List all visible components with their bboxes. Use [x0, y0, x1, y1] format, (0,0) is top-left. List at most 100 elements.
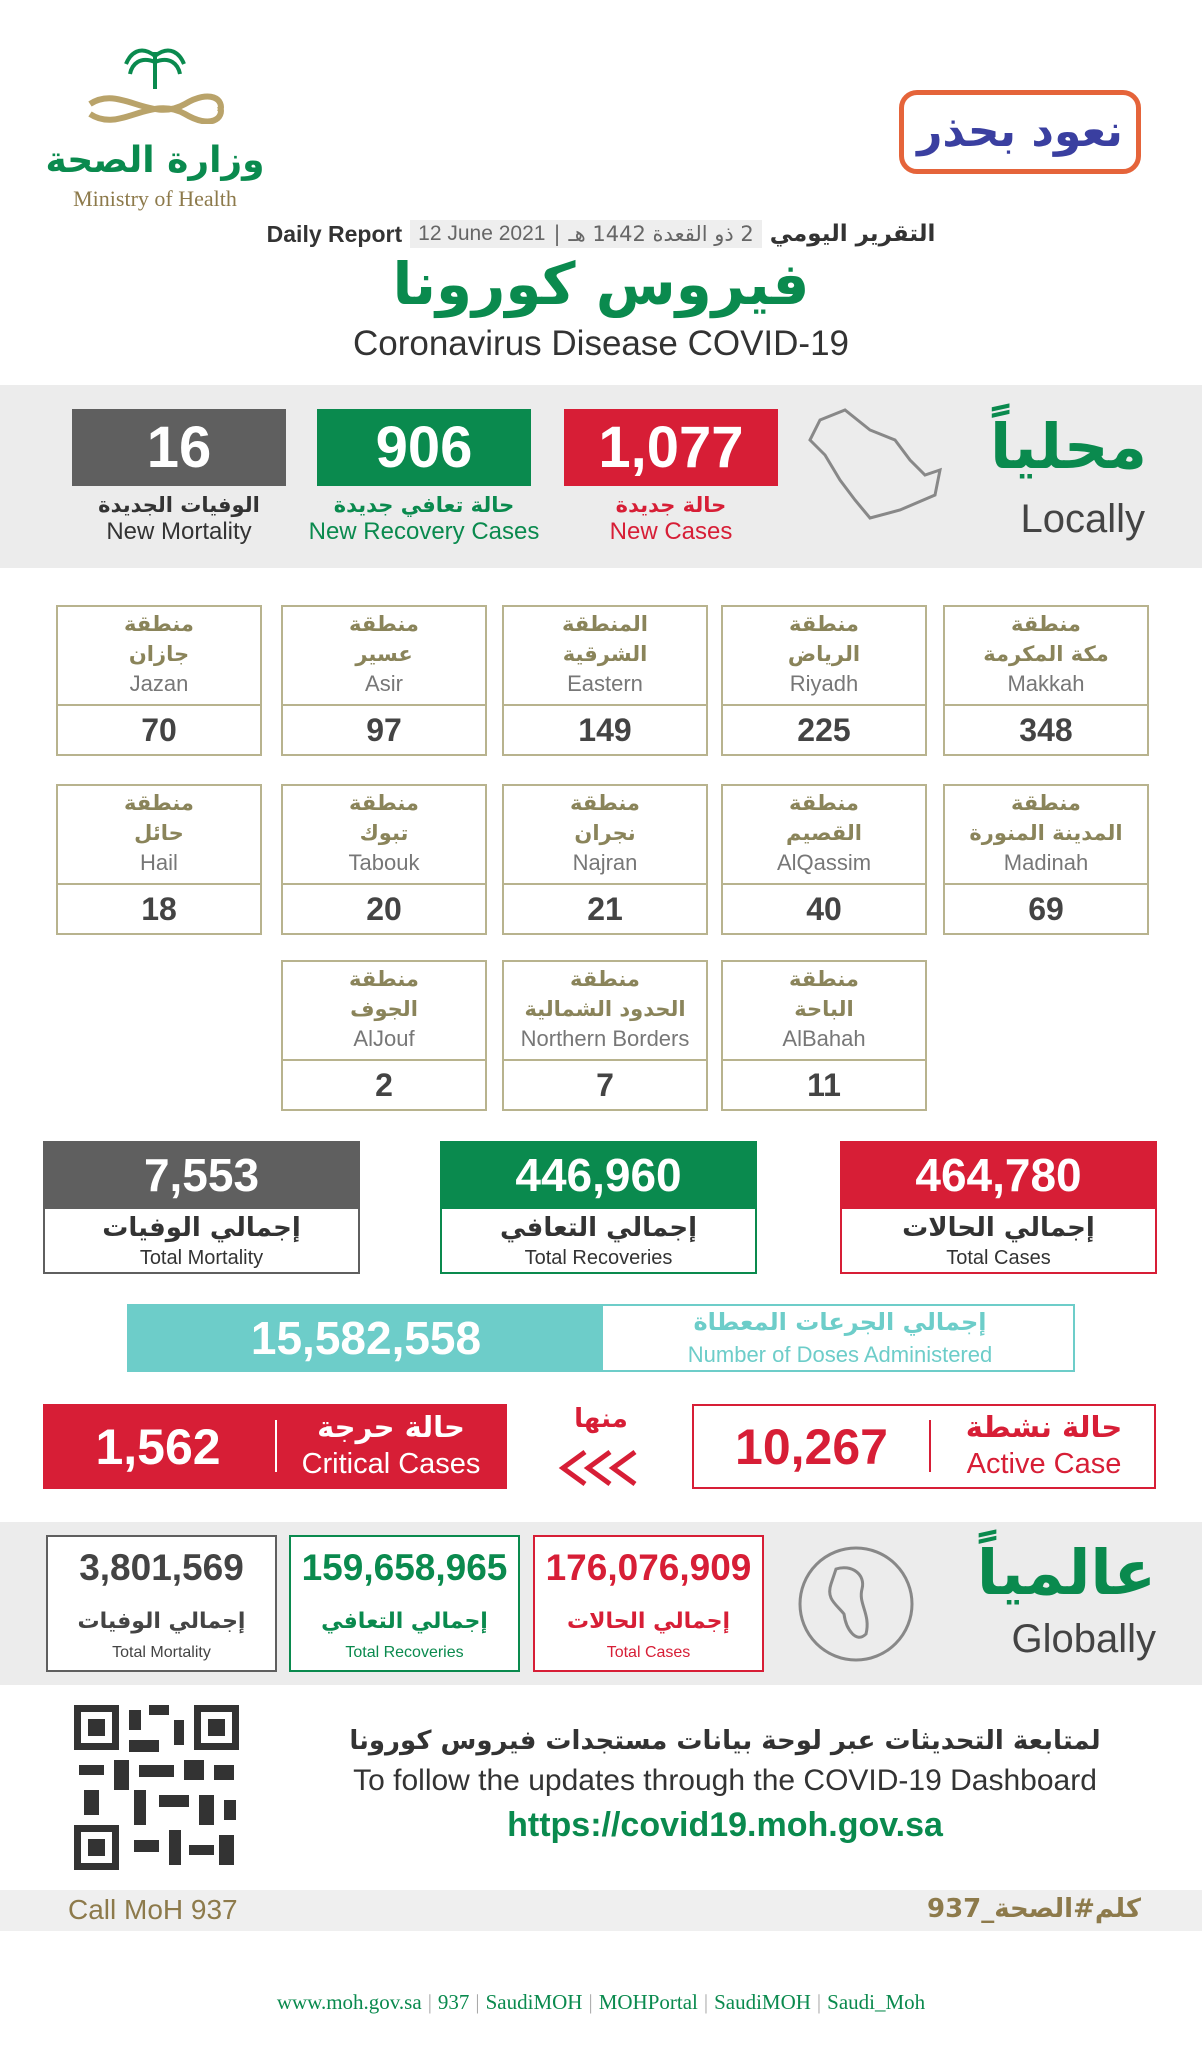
global-card: 159,658,965 إجمالي التعافي Total Recoverie… [289, 1535, 520, 1672]
region-name-ar: الجوف [350, 997, 418, 1021]
region-name-en: AlQassim [776, 850, 872, 875]
region-name-en: Riyadh [789, 671, 859, 696]
stat-label-ar: حالة تعافي جديدة [333, 493, 515, 517]
region-card: منطقة القصيم AlQassim 40 [721, 784, 927, 935]
global-value: 3,801,569 [79, 1547, 244, 1588]
stat-value: 1,077 [564, 409, 778, 486]
arrows [558, 1449, 637, 1487]
region-prefix: منطقة [349, 967, 419, 991]
region-card: منطقة الجوف AlJouf 2 [281, 960, 487, 1111]
region-prefix: منطقة [349, 612, 419, 636]
region-prefix: منطقة [570, 791, 640, 815]
region-value: 225 [723, 704, 925, 754]
separator: | [427, 1990, 432, 2014]
region-name-en: Hail [140, 850, 178, 875]
social-link[interactable]: SaudiMOH [485, 1990, 583, 2014]
social-link[interactable]: MOHPortal [598, 1990, 698, 2014]
social-link[interactable]: Saudi_Moh [827, 1990, 926, 2014]
region-name-en: AlBahah [782, 1026, 866, 1051]
follow-ar: لمتابعة التحديثات عبر لوحة بيانات مستجدا… [349, 1726, 1101, 1756]
active-box: 10,267 حالة نشطة Active Case [692, 1404, 1156, 1489]
social-link[interactable]: www.moh.gov.sa [276, 1990, 422, 2014]
social-links: www.moh.gov.sa | 937 | SaudiMOH | MOHPortal | Sa… [0, 1990, 1202, 2015]
date-hijri: 2 ذو القعدة 1442 هـ [568, 222, 754, 246]
stat-label-en: New Recovery Cases [308, 518, 540, 545]
title-en: Coronavirus Disease COVID-19 [352, 324, 849, 363]
region-prefix: منطقة [1011, 791, 1081, 815]
region-name-ar: عسير [355, 642, 413, 666]
region-card: المنطقة الشرقية Eastern 149 [502, 605, 708, 756]
total-card: 464,780 إجمالي الحالات Total Cases [840, 1141, 1157, 1274]
region-prefix: منطقة [124, 791, 194, 815]
critical-box: 1,562 حالة حرجة Critical Cases [43, 1404, 507, 1489]
stat-label-ar: حالة جديدة [615, 493, 727, 517]
stat-value: 16 [72, 409, 286, 486]
region-name-en: Northern Borders [520, 1026, 690, 1051]
region-value: 20 [283, 883, 485, 933]
ministry-en: Ministry of Health [73, 186, 237, 211]
critical-value: 1,562 [95, 1418, 221, 1475]
region-value: 40 [723, 883, 925, 933]
region-card: منطقة المدينة المنورة Madinah 69 [943, 784, 1149, 935]
region-card: منطقة جازان Jazan 70 [56, 605, 262, 756]
locally-ar: محلياً [990, 410, 1147, 483]
total-label-en: Total Recoveries [524, 1247, 673, 1269]
date-gregorian: 12 June 2021 [418, 222, 546, 245]
globe [798, 1546, 914, 1662]
region-value: 21 [504, 883, 706, 933]
stat-label-en: New Cases [609, 518, 733, 545]
region-prefix: منطقة [124, 612, 194, 636]
region-value: 70 [58, 704, 260, 754]
region-name-ar: تبوك [359, 821, 409, 845]
region-prefix: منطقة [789, 791, 859, 815]
report-ar: التقرير اليومي [769, 221, 936, 247]
region-card: منطقة مكة المكرمة Makkah 348 [943, 605, 1149, 756]
global-label-en: Total Recoveries [345, 1644, 464, 1661]
separator: | [475, 1990, 480, 2014]
total-label-en: Total Mortality [139, 1247, 264, 1269]
region-name-ar: جازان [128, 642, 190, 666]
region-card: منطقة الحدود الشمالية Northern Borders 7 [502, 960, 708, 1111]
separator: | [588, 1990, 593, 2014]
call-moh: Call MoH 937 [68, 1894, 238, 1925]
region-name-ar: نجران [574, 821, 636, 845]
campaign-logo: نعود بحذر [899, 90, 1141, 174]
stat-label-en: New Mortality [106, 518, 252, 545]
region-card: منطقة الرياض Riyadh 225 [721, 605, 927, 756]
global-ar: عالمياً [976, 1536, 1156, 1609]
region-name-ar: مكة المكرمة [983, 642, 1109, 666]
region-card: منطقة نجران Najran 21 [502, 784, 708, 935]
stat-value: 906 [317, 409, 531, 486]
report-line: Daily Report 12 June 2021 | 2 ذو القعدة 14… [0, 220, 1202, 248]
moh-emblem [88, 48, 224, 124]
social-link[interactable]: 937 [437, 1990, 470, 2014]
dashboard-url[interactable]: https://covid19.moh.gov.sa [507, 1806, 943, 1844]
total-card: 446,960 إجمالي التعافي Total Recoveries [440, 1141, 757, 1274]
region-value: 2 [283, 1059, 485, 1109]
region-name-ar: حائل [134, 821, 184, 845]
active-value: 10,267 [735, 1418, 888, 1475]
region-value: 97 [283, 704, 485, 754]
total-label-ar: إجمالي الحالات [902, 1213, 1095, 1243]
region-name-ar: الحدود الشمالية [524, 997, 686, 1021]
separator: | [703, 1990, 709, 2014]
qr-code [74, 1705, 239, 1870]
title-ar: فيروس كورونا [392, 250, 810, 318]
active-label-en: Active Case [966, 1448, 1122, 1480]
region-prefix: منطقة [349, 791, 419, 815]
report-en: Daily Report [266, 220, 403, 247]
region-card: منطقة الباحة AlBahah 11 [721, 960, 927, 1111]
social-link[interactable]: SaudiMOH [714, 1990, 811, 2014]
global-label-en: Total Cases [606, 1644, 691, 1661]
region-name-en: Jazan [129, 671, 189, 696]
global-label-ar: إجمالي الحالات [567, 1609, 730, 1634]
region-card: منطقة تبوك Tabouk 20 [281, 784, 487, 935]
critical-label-ar: حالة حرجة [317, 1410, 465, 1444]
region-name-en: Eastern [567, 671, 643, 696]
region-name-en: Makkah [1007, 671, 1085, 696]
total-card: 7,553 إجمالي الوفيات Total Mortality [43, 1141, 360, 1274]
report-date: 12 June 2021 | 2 ذو القعدة 1442 هـ [410, 220, 762, 248]
region-name-en: Najran [572, 850, 638, 875]
region-prefix: منطقة [1011, 612, 1081, 636]
